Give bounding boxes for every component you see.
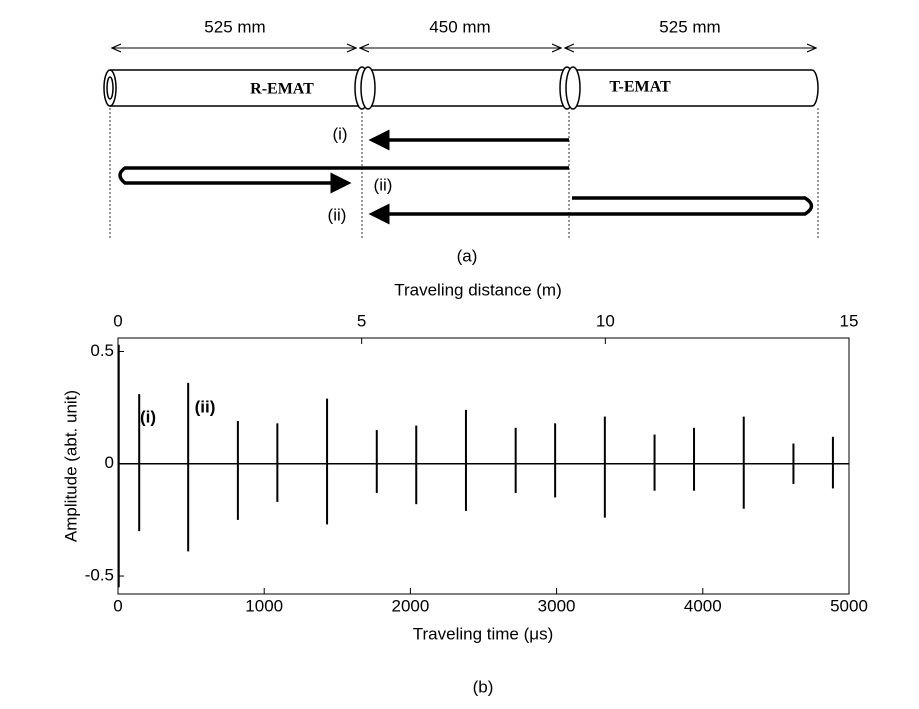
transducer-label: R-EMAT — [250, 81, 314, 98]
x-tick-label: 4000 — [684, 596, 722, 615]
coil — [565, 66, 581, 110]
caption: (b) — [473, 677, 494, 696]
transducer-label: T-EMAT — [609, 79, 671, 96]
path-label: (i) — [332, 124, 347, 143]
path-label: (ii) — [328, 205, 347, 224]
y-tick-label: 0 — [105, 453, 114, 472]
x-tick-label: 2000 — [391, 596, 429, 615]
dimension-label: 525 mm — [659, 17, 720, 36]
path-label: (ii) — [374, 175, 393, 194]
paths — [118, 129, 814, 225]
pipe-end — [103, 69, 117, 107]
plot-frame — [117, 337, 850, 595]
guides — [109, 108, 819, 240]
x-tick-label: 3000 — [538, 596, 576, 615]
annotation: (ii) — [195, 397, 216, 416]
x2-tick-label: 15 — [840, 311, 859, 330]
x-tick-label: 0 — [113, 596, 122, 615]
coil — [360, 66, 376, 110]
x-tick-label: 5000 — [830, 596, 868, 615]
x-axis-title: Traveling time (μs) — [413, 624, 553, 643]
pipe — [110, 69, 819, 107]
y-tick-label: 0.5 — [90, 341, 114, 360]
x2-tick-label: 10 — [596, 311, 615, 330]
dimension-label: 450 mm — [429, 17, 490, 36]
x-tick-label: 1000 — [245, 596, 283, 615]
x2-tick-label: 0 — [113, 311, 122, 330]
caption: (a) — [457, 246, 478, 265]
y-tick-label: -0.5 — [85, 566, 114, 585]
pipe-end — [106, 76, 114, 100]
annotation: (i) — [140, 407, 156, 426]
diagram — [103, 48, 819, 240]
y-axis-title: Amplitude (abt. unit) — [61, 390, 80, 542]
x2-axis-title: Traveling distance (m) — [394, 280, 562, 299]
x2-tick-label: 5 — [357, 311, 366, 330]
dimension-label: 525 mm — [204, 17, 265, 36]
